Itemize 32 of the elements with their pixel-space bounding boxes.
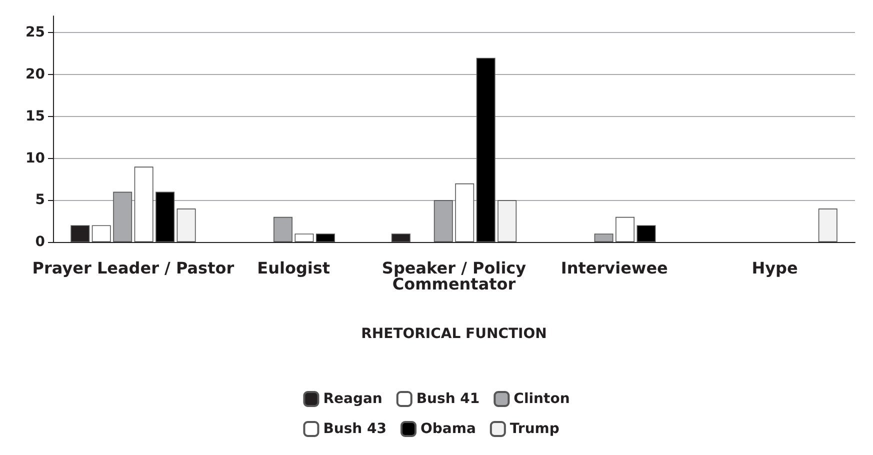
bar	[134, 166, 154, 242]
bar	[498, 200, 517, 242]
legend-label: Clinton	[514, 391, 570, 407]
legend-label: Reagan	[323, 391, 382, 407]
x-tick-label: Hype	[752, 258, 798, 278]
x-axis-title: RHETORICAL FUNCTION	[361, 326, 547, 342]
bar	[156, 192, 175, 242]
y-tick-label: 10	[26, 150, 46, 166]
bar	[294, 234, 314, 242]
y-tick-label: 20	[26, 66, 46, 83]
bar	[476, 58, 496, 242]
bar	[92, 225, 111, 242]
x-tick-label: Speaker / Policy Commentator	[382, 258, 527, 294]
bar	[594, 234, 614, 242]
x-tick-label: Interviewee	[560, 258, 668, 278]
y-tick-label: 25	[26, 24, 45, 41]
legend-label: Bush 43	[323, 421, 387, 437]
legend-label: Trump	[510, 421, 560, 437]
bar	[274, 216, 292, 242]
bar	[818, 208, 838, 242]
legend-label: Bush 41	[416, 391, 480, 407]
bar	[455, 183, 474, 242]
legend-label: Obama	[420, 421, 476, 437]
y-tick-label: 5	[35, 192, 45, 208]
bar	[636, 225, 656, 242]
bar	[316, 234, 335, 242]
x-tick-label: Prayer Leader / Pastor	[32, 258, 234, 278]
y-tick-label: 0	[35, 234, 46, 250]
bar	[616, 216, 634, 242]
y-tick-label: 15	[26, 108, 45, 124]
bar	[176, 208, 196, 242]
x-tick-label: Eulogist	[257, 258, 330, 278]
